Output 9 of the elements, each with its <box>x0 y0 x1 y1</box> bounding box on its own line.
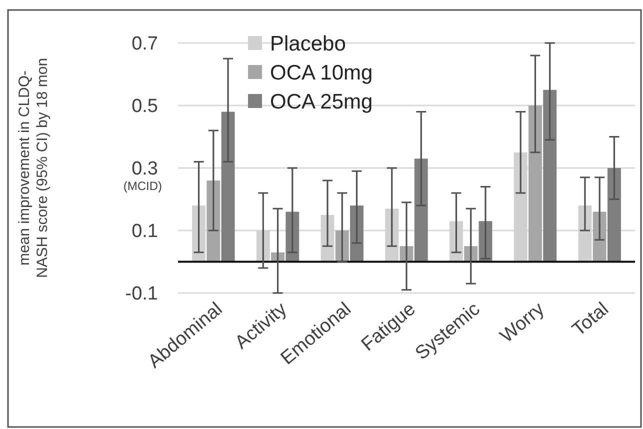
legend-label: OCA 25mg <box>270 90 373 114</box>
y-tick-label: 0.1 <box>132 221 158 242</box>
y-tick-label: -0.1 <box>125 284 158 305</box>
y-tick-label: 0.5 <box>132 96 158 118</box>
legend-label: Placebo <box>270 32 346 56</box>
y-axis-title: mean improvement in CLDQ-NASH score (95% CI) by 18 mon <box>16 58 51 278</box>
y-tick-label: 0.7 <box>132 34 158 55</box>
y-tick-label: 0.3 (MCID) <box>123 158 162 194</box>
legend-label: OCA 10mg <box>270 61 373 84</box>
